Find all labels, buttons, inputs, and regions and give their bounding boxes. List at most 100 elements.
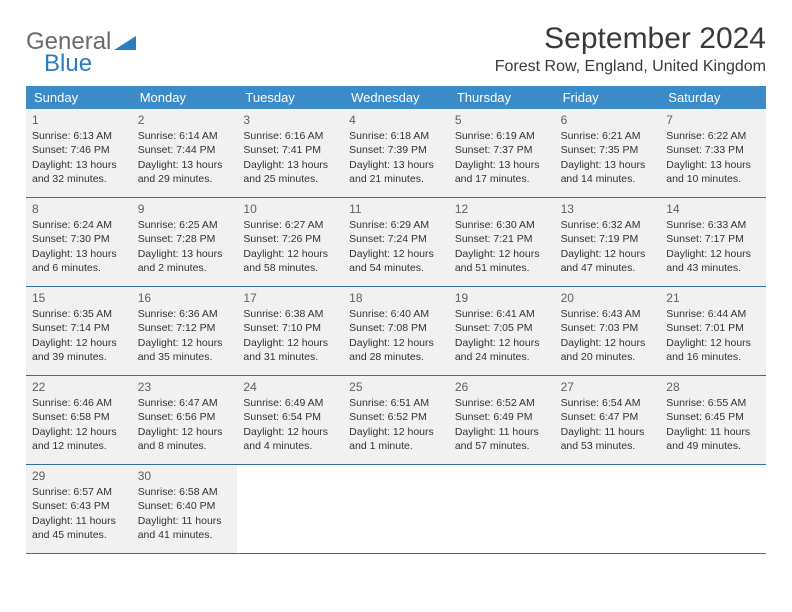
day-cell: 19Sunrise: 6:41 AMSunset: 7:05 PMDayligh… bbox=[449, 287, 555, 375]
sunrise-text: Sunrise: 6:27 AM bbox=[243, 218, 337, 232]
sunset-text: Sunset: 6:54 PM bbox=[243, 410, 337, 424]
week-row: 15Sunrise: 6:35 AMSunset: 7:14 PMDayligh… bbox=[26, 287, 766, 376]
day-cell: 17Sunrise: 6:38 AMSunset: 7:10 PMDayligh… bbox=[237, 287, 343, 375]
day-number: 9 bbox=[138, 201, 232, 217]
empty-cell bbox=[449, 465, 555, 553]
day-cell: 11Sunrise: 6:29 AMSunset: 7:24 PMDayligh… bbox=[343, 198, 449, 286]
daylight-text: Daylight: 13 hours and 10 minutes. bbox=[666, 158, 760, 186]
day-cell: 13Sunrise: 6:32 AMSunset: 7:19 PMDayligh… bbox=[555, 198, 661, 286]
sunset-text: Sunset: 7:39 PM bbox=[349, 143, 443, 157]
day-number: 6 bbox=[561, 112, 655, 128]
day-cell: 25Sunrise: 6:51 AMSunset: 6:52 PMDayligh… bbox=[343, 376, 449, 464]
sunrise-text: Sunrise: 6:19 AM bbox=[455, 129, 549, 143]
sunset-text: Sunset: 6:40 PM bbox=[138, 499, 232, 513]
daylight-text: Daylight: 11 hours and 45 minutes. bbox=[32, 514, 126, 542]
day-number: 28 bbox=[666, 379, 760, 395]
day-cell: 18Sunrise: 6:40 AMSunset: 7:08 PMDayligh… bbox=[343, 287, 449, 375]
sunrise-text: Sunrise: 6:29 AM bbox=[349, 218, 443, 232]
weekday-header: Tuesday bbox=[237, 86, 343, 109]
month-title: September 2024 bbox=[495, 22, 766, 56]
sunrise-text: Sunrise: 6:55 AM bbox=[666, 396, 760, 410]
weekday-header: Saturday bbox=[660, 86, 766, 109]
weekday-header: Sunday bbox=[26, 86, 132, 109]
daylight-text: Daylight: 13 hours and 6 minutes. bbox=[32, 247, 126, 275]
weekday-header: Friday bbox=[555, 86, 661, 109]
sunset-text: Sunset: 6:52 PM bbox=[349, 410, 443, 424]
daylight-text: Daylight: 12 hours and 16 minutes. bbox=[666, 336, 760, 364]
sunrise-text: Sunrise: 6:25 AM bbox=[138, 218, 232, 232]
week-row: 29Sunrise: 6:57 AMSunset: 6:43 PMDayligh… bbox=[26, 465, 766, 554]
day-number: 3 bbox=[243, 112, 337, 128]
daylight-text: Daylight: 12 hours and 54 minutes. bbox=[349, 247, 443, 275]
sunset-text: Sunset: 6:58 PM bbox=[32, 410, 126, 424]
day-cell: 20Sunrise: 6:43 AMSunset: 7:03 PMDayligh… bbox=[555, 287, 661, 375]
sunset-text: Sunset: 7:30 PM bbox=[32, 232, 126, 246]
sunset-text: Sunset: 7:01 PM bbox=[666, 321, 760, 335]
daylight-text: Daylight: 13 hours and 2 minutes. bbox=[138, 247, 232, 275]
day-number: 4 bbox=[349, 112, 443, 128]
day-cell: 28Sunrise: 6:55 AMSunset: 6:45 PMDayligh… bbox=[660, 376, 766, 464]
sunset-text: Sunset: 6:43 PM bbox=[32, 499, 126, 513]
sunset-text: Sunset: 6:49 PM bbox=[455, 410, 549, 424]
sunrise-text: Sunrise: 6:38 AM bbox=[243, 307, 337, 321]
sunset-text: Sunset: 7:05 PM bbox=[455, 321, 549, 335]
sunrise-text: Sunrise: 6:35 AM bbox=[32, 307, 126, 321]
sunset-text: Sunset: 6:45 PM bbox=[666, 410, 760, 424]
sunrise-text: Sunrise: 6:54 AM bbox=[561, 396, 655, 410]
day-number: 17 bbox=[243, 290, 337, 306]
sunrise-text: Sunrise: 6:30 AM bbox=[455, 218, 549, 232]
day-number: 25 bbox=[349, 379, 443, 395]
sunrise-text: Sunrise: 6:16 AM bbox=[243, 129, 337, 143]
sunset-text: Sunset: 7:12 PM bbox=[138, 321, 232, 335]
location-text: Forest Row, England, United Kingdom bbox=[495, 58, 766, 76]
day-number: 23 bbox=[138, 379, 232, 395]
day-cell: 27Sunrise: 6:54 AMSunset: 6:47 PMDayligh… bbox=[555, 376, 661, 464]
sunset-text: Sunset: 7:19 PM bbox=[561, 232, 655, 246]
daylight-text: Daylight: 12 hours and 12 minutes. bbox=[32, 425, 126, 453]
daylight-text: Daylight: 12 hours and 58 minutes. bbox=[243, 247, 337, 275]
day-cell: 1Sunrise: 6:13 AMSunset: 7:46 PMDaylight… bbox=[26, 109, 132, 197]
day-number: 7 bbox=[666, 112, 760, 128]
sunset-text: Sunset: 7:33 PM bbox=[666, 143, 760, 157]
daylight-text: Daylight: 12 hours and 51 minutes. bbox=[455, 247, 549, 275]
daylight-text: Daylight: 13 hours and 14 minutes. bbox=[561, 158, 655, 186]
week-row: 8Sunrise: 6:24 AMSunset: 7:30 PMDaylight… bbox=[26, 198, 766, 287]
sunset-text: Sunset: 7:35 PM bbox=[561, 143, 655, 157]
day-cell: 7Sunrise: 6:22 AMSunset: 7:33 PMDaylight… bbox=[660, 109, 766, 197]
day-number: 2 bbox=[138, 112, 232, 128]
daylight-text: Daylight: 12 hours and 47 minutes. bbox=[561, 247, 655, 275]
logo-line2: Blue bbox=[44, 50, 92, 78]
weekday-header: Monday bbox=[132, 86, 238, 109]
sunrise-text: Sunrise: 6:13 AM bbox=[32, 129, 126, 143]
daylight-text: Daylight: 12 hours and 43 minutes. bbox=[666, 247, 760, 275]
daylight-text: Daylight: 12 hours and 1 minute. bbox=[349, 425, 443, 453]
day-number: 13 bbox=[561, 201, 655, 217]
daylight-text: Daylight: 12 hours and 28 minutes. bbox=[349, 336, 443, 364]
daylight-text: Daylight: 13 hours and 21 minutes. bbox=[349, 158, 443, 186]
day-cell: 12Sunrise: 6:30 AMSunset: 7:21 PMDayligh… bbox=[449, 198, 555, 286]
day-number: 1 bbox=[32, 112, 126, 128]
day-number: 30 bbox=[138, 468, 232, 484]
sunset-text: Sunset: 7:41 PM bbox=[243, 143, 337, 157]
sunrise-text: Sunrise: 6:36 AM bbox=[138, 307, 232, 321]
day-number: 15 bbox=[32, 290, 126, 306]
week-row: 1Sunrise: 6:13 AMSunset: 7:46 PM Daylight… bbox=[26, 109, 766, 198]
day-number: 29 bbox=[32, 468, 126, 484]
title-block: September 2024 Forest Row, England, Unit… bbox=[495, 22, 766, 76]
day-cell: 14Sunrise: 6:33 AMSunset: 7:17 PMDayligh… bbox=[660, 198, 766, 286]
day-number: 24 bbox=[243, 379, 337, 395]
day-cell: 22Sunrise: 6:46 AMSunset: 6:58 PMDayligh… bbox=[26, 376, 132, 464]
sunset-text: Sunset: 7:37 PM bbox=[455, 143, 549, 157]
sunrise-text: Sunrise: 6:14 AM bbox=[138, 129, 232, 143]
day-number: 22 bbox=[32, 379, 126, 395]
day-cell: 24Sunrise: 6:49 AMSunset: 6:54 PMDayligh… bbox=[237, 376, 343, 464]
sunset-text: Sunset: 7:24 PM bbox=[349, 232, 443, 246]
sunrise-text: Sunrise: 6:24 AM bbox=[32, 218, 126, 232]
daylight-text: Daylight: 12 hours and 20 minutes. bbox=[561, 336, 655, 364]
weekday-header-row: SundayMondayTuesdayWednesdayThursdayFrid… bbox=[26, 86, 766, 109]
day-cell: 26Sunrise: 6:52 AMSunset: 6:49 PMDayligh… bbox=[449, 376, 555, 464]
sunset-text: Sunset: 7:46 PM bbox=[32, 143, 126, 157]
daylight-text: Daylight: 12 hours and 4 minutes. bbox=[243, 425, 337, 453]
day-cell: 5Sunrise: 6:19 AMSunset: 7:37 PMDaylight… bbox=[449, 109, 555, 197]
sunrise-text: Sunrise: 6:57 AM bbox=[32, 485, 126, 499]
